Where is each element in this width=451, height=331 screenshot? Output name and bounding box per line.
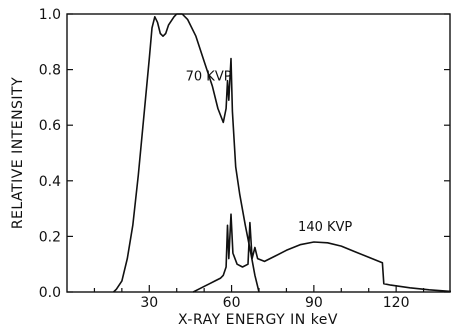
y-tick-label: 0.8: [39, 63, 61, 79]
y-tick-label: 0.6: [39, 118, 61, 134]
y-tick-label: 0.4: [39, 174, 61, 190]
x-tick-label: 60: [223, 295, 241, 311]
y-axis-label: RELATIVE INTENSITY: [10, 77, 26, 229]
x-axis-label: X-RAY ENERGY IN keV: [178, 312, 338, 328]
series-label: 70 KVP: [186, 70, 232, 85]
y-tick-label: 1.0: [39, 7, 61, 23]
y-tick-label: 0.0: [39, 285, 61, 301]
series-140kvp-line: [192, 213, 451, 293]
x-tick-label: 90: [305, 295, 323, 311]
y-tick-label: 0.2: [39, 229, 61, 245]
plot-frame: [66, 13, 451, 293]
x-tick-label: 120: [383, 295, 410, 311]
x-tick-label: 30: [140, 295, 158, 311]
series-label: 140 KVP: [298, 220, 352, 235]
series-70kvp-line: [113, 13, 260, 293]
